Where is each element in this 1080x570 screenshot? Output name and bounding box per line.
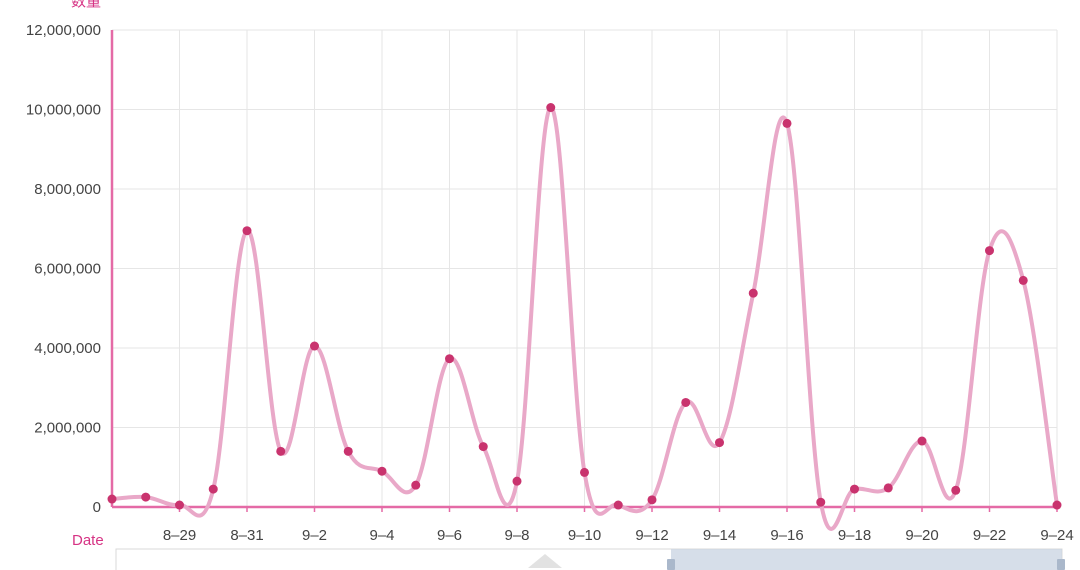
x-tick-label: 8–31: [230, 527, 263, 544]
x-tick-label: 9–12: [635, 527, 668, 544]
x-tick-label: 9–6: [437, 527, 462, 544]
slider-selected-range[interactable]: [671, 549, 1062, 570]
data-point: [107, 494, 117, 504]
data-point: [546, 103, 556, 113]
data-point: [208, 484, 218, 494]
x-tick-label: 9–20: [905, 527, 938, 544]
data-point: [985, 246, 994, 256]
data-point: [512, 476, 522, 486]
data-point: [748, 288, 758, 298]
y-tick-label: 2,000,000: [34, 420, 101, 437]
x-tick-label: 9–10: [568, 527, 601, 544]
data-points: [107, 103, 1062, 510]
data-point: [343, 446, 353, 456]
x-tick-label: 9–16: [770, 527, 803, 544]
data-point: [647, 495, 657, 505]
data-point: [377, 466, 387, 476]
x-tick-label: 9–18: [838, 527, 871, 544]
data-point: [580, 467, 589, 477]
slider-shadow-peak: [528, 554, 562, 568]
data-point: [1018, 275, 1028, 285]
y-tick-label: 6,000,000: [34, 261, 101, 278]
data-zoom-slider[interactable]: [115, 548, 1065, 570]
data-point: [917, 436, 927, 446]
data-point: [175, 500, 184, 510]
y-tick-label: 10,000,000: [26, 102, 101, 119]
data-point: [242, 226, 252, 236]
x-tick-label: 9–2: [302, 527, 327, 544]
data-point: [613, 500, 623, 510]
data-point: [411, 480, 421, 490]
y-tick-label: 0: [93, 499, 101, 516]
data-point: [782, 118, 792, 128]
y-axis-label: 数量: [71, 0, 101, 10]
y-tick-label: 12,000,000: [26, 22, 101, 39]
slider-handle-left[interactable]: [667, 559, 675, 570]
y-tick-label: 8,000,000: [34, 181, 101, 198]
data-point: [816, 497, 826, 507]
data-point: [1052, 500, 1062, 510]
x-tick-label: 9–8: [504, 527, 529, 544]
data-point: [681, 397, 691, 407]
x-tick-label: 9–24: [1040, 527, 1073, 544]
tick-labels: 0 2,000,000 4,000,000 6,000,000 8,000,000 10,…: [26, 22, 1074, 544]
data-point: [951, 485, 961, 495]
grid-lines: [112, 29, 1058, 507]
data-point: [883, 483, 893, 493]
slider-handle-right[interactable]: [1057, 559, 1065, 570]
data-point: [478, 442, 488, 452]
x-tick-label: 9–14: [703, 527, 736, 544]
y-tick-label: 4,000,000: [34, 340, 101, 357]
x-tick-label: 8–29: [163, 527, 196, 544]
x-tick-label: 9–22: [973, 527, 1006, 544]
x-tick-label: 9–4: [369, 527, 394, 544]
data-point: [715, 438, 724, 448]
data-point: [445, 354, 454, 364]
data-point: [310, 341, 319, 351]
x-axis-label: Date: [72, 532, 104, 549]
data-point: [850, 484, 859, 494]
data-point: [276, 446, 286, 456]
data-point: [141, 492, 151, 502]
